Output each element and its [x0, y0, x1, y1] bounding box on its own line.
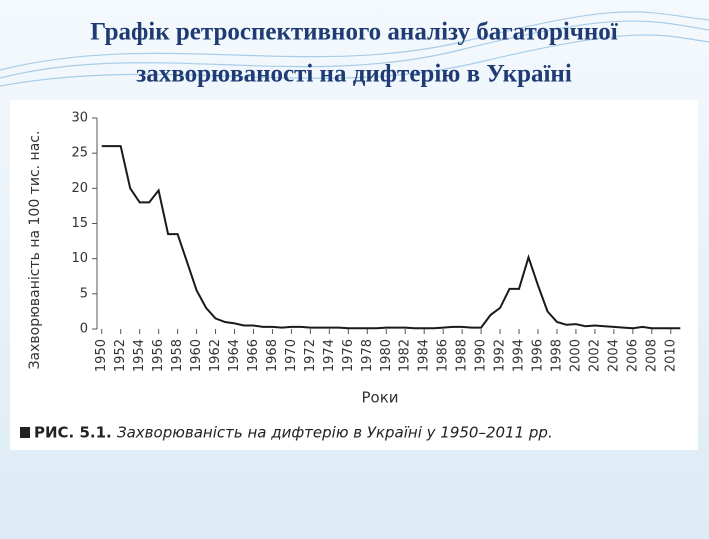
x-tick-label: 1994 — [512, 339, 527, 372]
x-tick-label: 2002 — [587, 339, 602, 372]
x-tick-label: 1996 — [531, 339, 546, 372]
x-tick-label: 1976 — [341, 339, 356, 372]
x-tick-label: 1952 — [113, 339, 128, 372]
x-tick-label: 1964 — [227, 339, 242, 372]
x-axis-label: Роки — [361, 389, 398, 407]
slide-title: Графік ретроспективного аналізу багаторі… — [90, 19, 619, 46]
x-tick-label: 1980 — [379, 339, 394, 372]
x-tick-label: 1998 — [549, 339, 564, 372]
line — [101, 145, 681, 330]
slide-title: захворюваності на дифтерію в Україні — [136, 61, 572, 88]
x-tick-label: 1978 — [360, 339, 375, 372]
y-tick-label: 15 — [71, 216, 88, 231]
x-tick-label: 1954 — [132, 339, 147, 372]
x-tick-label: 1968 — [265, 339, 280, 372]
x-tick-label: 1960 — [189, 339, 204, 372]
x-tick-label: 1966 — [246, 339, 261, 372]
x-tick-label: 2008 — [644, 339, 659, 372]
y-tick-label: 5 — [80, 286, 88, 301]
x-tick-label: 2006 — [625, 339, 640, 372]
y-tick-label: 0 — [80, 322, 88, 337]
x-tick-label: 1982 — [398, 339, 413, 372]
x-tick-label: 2004 — [606, 339, 621, 372]
figure-label: РИС. 5.1. — [34, 424, 112, 442]
chart-title: Захворюваність на дифтерію в Україні у 1… — [117, 424, 553, 442]
chart-panel — [10, 100, 698, 450]
x-tick-label: 1972 — [303, 339, 318, 372]
x-tick-label: 2000 — [568, 339, 583, 372]
x-tick-label: 1986 — [436, 339, 451, 372]
y-tick-label: 20 — [71, 181, 88, 196]
y-axis-label: Захворюваність на 100 тис. нас. — [27, 131, 43, 370]
decoration — [0, 11, 709, 87]
x-tick-label: 1974 — [322, 339, 337, 372]
y-tick-label: 30 — [71, 111, 88, 126]
x-tick-label: 1962 — [208, 339, 223, 372]
x-tick-label: 2010 — [663, 339, 678, 372]
y-tick-label: 25 — [71, 146, 88, 161]
x-tick-label: 1958 — [170, 339, 185, 372]
x-tick-label: 1950 — [94, 339, 109, 372]
y-tick-label: 10 — [71, 251, 88, 266]
x-tick-label: 1956 — [151, 339, 166, 372]
x-tick-label: 1988 — [455, 339, 470, 372]
x-tick-label: 1970 — [284, 339, 299, 372]
x-tick-label: 1984 — [417, 339, 432, 372]
x-tick-label: 1992 — [493, 339, 508, 372]
x-tick-label: 1990 — [474, 339, 489, 372]
caption-bullet — [20, 427, 30, 438]
